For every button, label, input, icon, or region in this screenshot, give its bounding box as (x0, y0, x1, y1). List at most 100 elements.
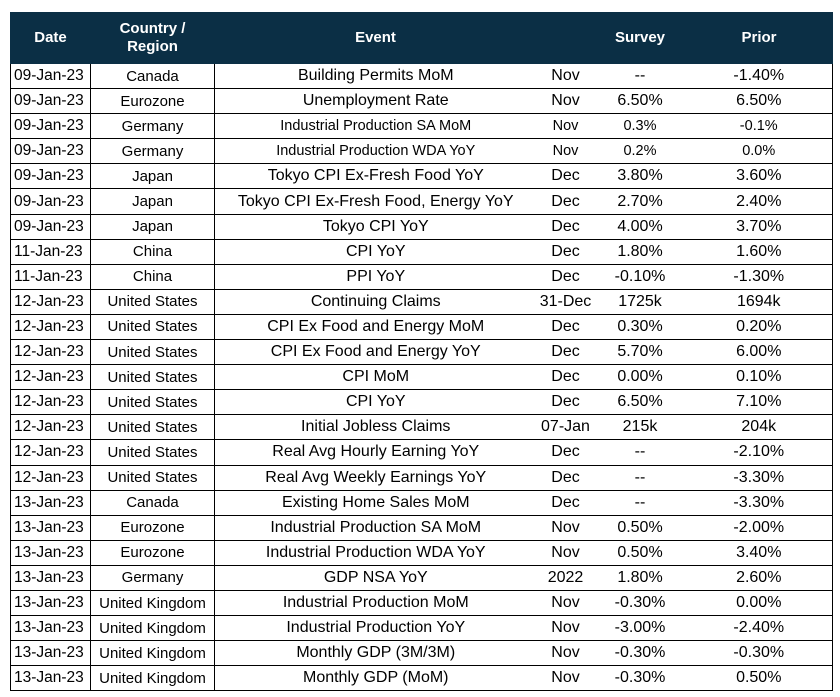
country-cell: United Kingdom (90, 615, 215, 642)
country-cell: United Kingdom (90, 640, 215, 667)
survey-cell: 1725k (594, 288, 686, 315)
table-row: 13-Jan-23 Eurozone Industrial Production S… (10, 514, 833, 541)
event-cell: CPI YoY (214, 389, 537, 416)
date-cell: 09-Jan-23 (10, 62, 91, 90)
table-row: 12-Jan-23 United States CPI Ex Food and En… (10, 313, 833, 341)
period-cell: Dec (536, 489, 595, 516)
event-cell: CPI Ex Food and Energy YoY (214, 339, 537, 366)
country-cell: United States (90, 364, 215, 391)
period-cell: Nov (536, 589, 595, 617)
country-cell: Eurozone (90, 514, 215, 541)
survey-cell: 215k (594, 414, 686, 441)
survey-cell: -0.30% (594, 589, 686, 617)
survey-cell: 0.50% (594, 539, 686, 566)
country-cell: United Kingdom (90, 665, 215, 692)
date-cell: 12-Jan-23 (10, 464, 91, 491)
prior-cell: 3.70% (685, 213, 833, 240)
prior-cell: -1.40% (685, 62, 833, 90)
event-cell: Initial Jobless Claims (214, 414, 537, 441)
period-cell: Nov (536, 665, 595, 692)
event-cell: Tokyo CPI Ex-Fresh Food YoY (214, 163, 537, 190)
date-cell: 13-Jan-23 (10, 665, 91, 692)
event-cell: Monthly GDP (3M/3M) (214, 640, 537, 667)
survey-cell: 5.70% (594, 339, 686, 366)
prior-cell: 0.00% (685, 589, 833, 617)
country-cell: Japan (90, 213, 215, 240)
table-row: 12-Jan-23 United States Initial Jobless Cl… (10, 414, 833, 441)
survey-cell: -0.10% (594, 263, 686, 290)
event-cell: CPI Ex Food and Energy MoM (214, 313, 537, 341)
survey-cell: -0.30% (594, 640, 686, 667)
event-cell: Industrial Production WDA YoY (214, 539, 537, 566)
table-row: 13-Jan-23 United Kingdom Industrial Produc… (10, 589, 833, 617)
survey-cell: 1.80% (594, 238, 686, 265)
date-cell: 13-Jan-23 (10, 514, 91, 541)
country-cell: United States (90, 464, 215, 491)
survey-cell: 1.80% (594, 564, 686, 591)
period-cell: Dec (536, 339, 595, 366)
header-prior: Prior (685, 12, 833, 64)
event-cell: Monthly GDP (MoM) (214, 665, 537, 692)
prior-cell: -3.30% (685, 464, 833, 491)
table-row: 13-Jan-23 United Kingdom Industrial Produc… (10, 615, 833, 642)
period-cell: Nov (536, 615, 595, 642)
period-cell: Nov (536, 138, 595, 165)
table-row: 09-Jan-23 Japan Tokyo CPI Ex-Fresh Food Yo… (10, 163, 833, 190)
event-cell: Industrial Production SA MoM (214, 514, 537, 541)
prior-cell: 204k (685, 414, 833, 441)
period-cell: Nov (536, 640, 595, 667)
date-cell: 13-Jan-23 (10, 564, 91, 591)
economic-calendar-table: Date Country / Region Event Survey Prior… (10, 12, 833, 692)
table-row: 09-Jan-23 Germany Industrial Production SA… (10, 113, 833, 140)
prior-cell: 6.00% (685, 339, 833, 366)
date-cell: 12-Jan-23 (10, 288, 91, 315)
survey-cell: 0.00% (594, 364, 686, 391)
header-survey: Survey (594, 12, 686, 64)
event-cell: Building Permits MoM (214, 62, 537, 90)
event-cell: Existing Home Sales MoM (214, 489, 537, 516)
table-row: 09-Jan-23 Japan Tokyo CPI YoY Dec 4.00% 3.70% (10, 213, 833, 240)
period-cell: Nov (536, 113, 595, 140)
period-cell: Dec (536, 389, 595, 416)
date-cell: 12-Jan-23 (10, 364, 91, 391)
table-row: 12-Jan-23 United States Real Avg Hourly Ea… (10, 439, 833, 466)
header-country: Country / Region (90, 12, 215, 64)
table-row: 12-Jan-23 United States CPI YoY Dec 6.50% 7.1… (10, 389, 833, 416)
table-row: 12-Jan-23 United States Real Avg Weekly Ea… (10, 464, 833, 491)
survey-cell: -- (594, 464, 686, 491)
table-row: 09-Jan-23 Japan Tokyo CPI Ex-Fresh Food, E… (10, 188, 833, 215)
event-cell: PPI YoY (214, 263, 537, 290)
survey-cell: -- (594, 489, 686, 516)
date-cell: 13-Jan-23 (10, 615, 91, 642)
prior-cell: 0.0% (685, 138, 833, 165)
prior-cell: -3.30% (685, 489, 833, 516)
date-cell: 13-Jan-23 (10, 489, 91, 516)
period-cell: Dec (536, 439, 595, 466)
prior-cell: -0.30% (685, 640, 833, 667)
date-cell: 12-Jan-23 (10, 414, 91, 441)
survey-cell: 0.2% (594, 138, 686, 165)
period-cell: Dec (536, 238, 595, 265)
economic-calendar: Date Country / Region Event Survey Prior… (10, 12, 833, 692)
country-cell: China (90, 263, 215, 290)
period-cell: Nov (536, 539, 595, 566)
event-cell: CPI YoY (214, 238, 537, 265)
country-cell: United States (90, 288, 215, 315)
country-cell: Germany (90, 138, 215, 165)
period-cell: 31-Dec (536, 288, 595, 315)
survey-cell: 0.30% (594, 313, 686, 341)
prior-cell: 6.50% (685, 88, 833, 115)
table-row: 09-Jan-23 Germany Industrial Production WD… (10, 138, 833, 165)
country-cell: United States (90, 339, 215, 366)
prior-cell: -1.30% (685, 263, 833, 290)
period-cell: 07-Jan (536, 414, 595, 441)
country-cell: United States (90, 389, 215, 416)
country-cell: Eurozone (90, 88, 215, 115)
country-cell: United States (90, 414, 215, 441)
period-cell: Dec (536, 163, 595, 190)
event-cell: Unemployment Rate (214, 88, 537, 115)
prior-cell: -2.40% (685, 615, 833, 642)
event-cell: Industrial Production YoY (214, 615, 537, 642)
prior-cell: 1.60% (685, 238, 833, 265)
prior-cell: -2.00% (685, 514, 833, 541)
